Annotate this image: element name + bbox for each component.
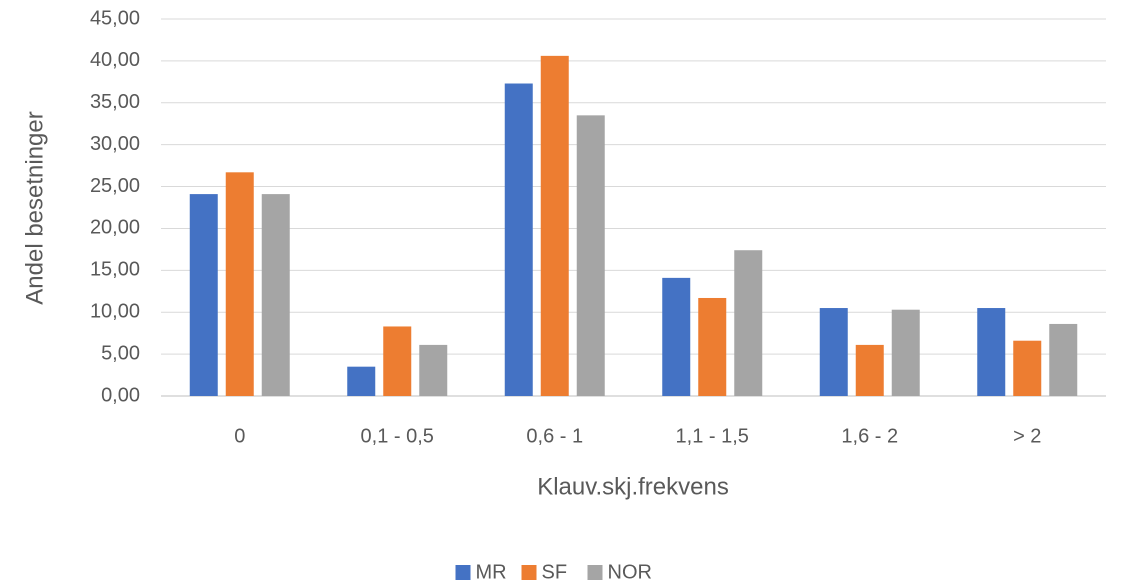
x-axis-title: Klauv.skj.frekvens [537,473,729,500]
bar [576,115,605,396]
x-tick-label: 0,1 - 0,5 [361,425,434,447]
y-axis-title: Andel besetninger [21,111,48,304]
legend-label: SF [542,561,568,583]
bar [1049,323,1078,396]
bar [540,55,569,397]
bar [698,297,727,396]
x-tick-label: 0 [234,425,245,447]
y-tick-label: 25,00 [90,175,140,197]
bar [383,326,412,396]
bar [261,194,290,396]
bar [977,308,1006,396]
y-tick-label: 5,00 [101,342,140,364]
legend-label: NOR [608,561,652,583]
bar [189,194,218,396]
bar [1013,340,1042,396]
y-tick-label: 10,00 [90,301,140,323]
legend-swatch [587,565,603,580]
y-tick-label: 15,00 [90,259,140,281]
bar [347,366,376,396]
x-tick-label: > 2 [1013,425,1041,447]
bar [855,344,884,396]
y-tick-label: 35,00 [90,91,140,113]
bar [504,83,533,397]
y-tick-label: 30,00 [90,133,140,155]
legend-label: MR [476,561,507,583]
x-tick-label: 1,6 - 2 [841,425,898,447]
legend-swatch [455,565,471,580]
legend-swatch [521,565,537,580]
bar [734,250,763,396]
y-tick-label: 40,00 [90,49,140,71]
x-tick-label: 0,6 - 1 [526,425,583,447]
bar [225,172,254,396]
bar [819,308,848,396]
y-tick-label: 0,00 [101,384,140,406]
bar [662,277,691,396]
y-tick-label: 45,00 [90,7,140,29]
y-tick-label: 20,00 [90,217,140,239]
bar [419,344,448,396]
bar [891,309,920,396]
x-tick-label: 1,1 - 1,5 [676,425,749,447]
